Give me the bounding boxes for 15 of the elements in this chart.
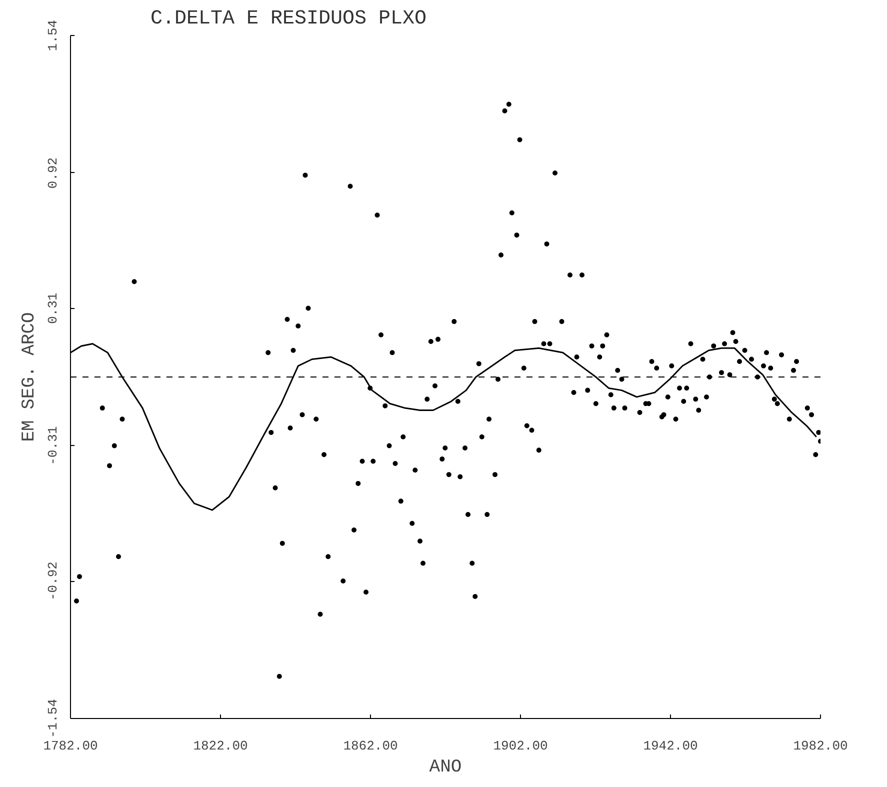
x-tick-label: 1822.00: [193, 738, 248, 754]
y-tick-label: 1.54: [46, 20, 60, 52]
y-axis-title: EM SEG. ARCO: [20, 312, 40, 442]
chart-title: C.DELTA E RESIDUOS PLXO: [150, 8, 427, 30]
y-tick-label: 0.31: [46, 292, 60, 324]
x-tick-label: 1782.00: [43, 738, 98, 754]
y-tick-label: 0.92: [46, 157, 60, 189]
x-axis-title: ANO: [429, 758, 462, 778]
x-tick-label: 1902.00: [493, 738, 548, 754]
y-tick-label: -0.92: [46, 562, 60, 601]
y-tick-label: -0.31: [46, 426, 60, 466]
x-tick-label: 1942.00: [643, 738, 698, 754]
y-tick-label: -1.54: [46, 698, 60, 738]
x-tick-label: 1982.00: [793, 738, 848, 754]
x-tick-label: 1862.00: [343, 738, 398, 754]
